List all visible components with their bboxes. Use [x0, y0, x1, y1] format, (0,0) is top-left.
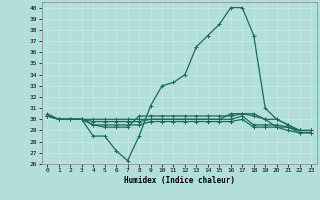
- X-axis label: Humidex (Indice chaleur): Humidex (Indice chaleur): [124, 176, 235, 185]
